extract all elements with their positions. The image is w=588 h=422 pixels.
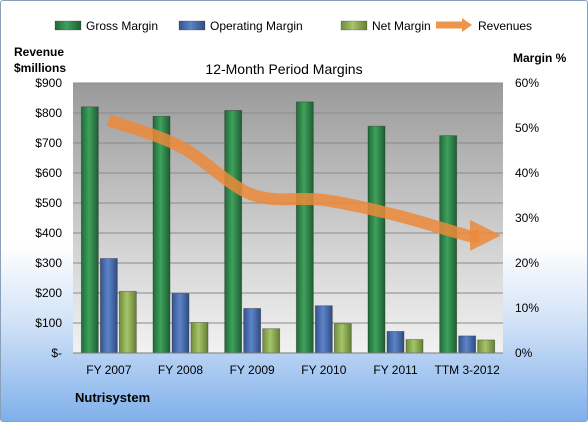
bars (80, 101, 496, 354)
net-margin-bar (477, 339, 496, 354)
left-tick-label: $- (51, 346, 62, 360)
right-tick-label: 50% (515, 121, 539, 135)
left-tick-label: $200 (35, 286, 62, 300)
category-label: FY 2009 (230, 363, 275, 377)
right-axis-ticks: 0% 10% 20% 30% 40% 50% 60% (515, 76, 539, 360)
legend-label: Revenues (478, 19, 532, 33)
gross-margin-bar (152, 115, 171, 354)
right-axis-title: Margin % (513, 51, 567, 65)
net-margin-bar (262, 328, 281, 354)
legend-label: Operating Margin (210, 19, 303, 33)
left-tick-label: $800 (35, 106, 62, 120)
legend-label: Net Margin (372, 19, 431, 33)
left-tick-label: $400 (35, 226, 62, 240)
legend-swatch (54, 20, 82, 31)
category-label: FY 2011 (373, 363, 418, 377)
category-label: FY 2010 (301, 363, 346, 377)
company-name: Nutrisystem (75, 390, 150, 405)
right-tick-label: 40% (515, 166, 539, 180)
operating-margin-bar (314, 305, 333, 354)
left-tick-label: $700 (35, 136, 62, 150)
legend-swatch (178, 20, 206, 31)
operating-margin-bar (243, 308, 262, 354)
revenues-line (106, 114, 502, 252)
left-axis-title-line1: Revenue (14, 45, 64, 59)
left-tick-label: $900 (35, 76, 62, 90)
gross-margin-bar (367, 125, 386, 354)
right-tick-label: 60% (515, 76, 539, 90)
net-margin-bar (118, 290, 137, 354)
net-margin-bar (405, 339, 424, 354)
category-labels: FY 2007 FY 2008 FY 2009 FY 2010 FY 2011 TTM 3… (86, 363, 500, 377)
left-tick-label: $600 (35, 166, 62, 180)
legend: Gross Margin Operating Margin Net Margin Re… (54, 18, 532, 33)
operating-margin-bar (171, 293, 190, 354)
right-tick-label: 20% (515, 256, 539, 270)
left-tick-label: $500 (35, 196, 62, 210)
left-tick-label: $300 (35, 256, 62, 270)
left-axis-title-line2: $millions (14, 61, 66, 75)
right-tick-label: 10% (515, 301, 539, 315)
gross-margin-bar (295, 101, 314, 354)
operating-margin-bar (458, 335, 477, 354)
chart-title: 12-Month Period Margins (205, 61, 362, 77)
net-margin-bar (333, 323, 352, 354)
right-tick-label: 30% (515, 211, 539, 225)
gross-margin-bar (439, 135, 458, 354)
category-label: FY 2007 (86, 363, 131, 377)
legend-label: Gross Margin (86, 19, 158, 33)
left-axis-ticks: $- $100 $200 $300 $400 $500 $600 $700 $800 $900 (35, 76, 62, 360)
category-label: TTM 3-2012 (434, 363, 500, 377)
operating-margin-bar (386, 330, 405, 354)
revenue-line-group (106, 114, 502, 252)
operating-margin-bar (99, 258, 118, 354)
left-tick-label: $100 (35, 316, 62, 330)
gross-margin-bar (80, 106, 99, 354)
net-margin-bar (190, 321, 209, 354)
legend-swatch (340, 20, 368, 31)
right-tick-label: 0% (515, 346, 533, 360)
category-label: FY 2008 (158, 363, 203, 377)
legend-arrow-head (462, 18, 472, 32)
gross-margin-bar (224, 110, 243, 354)
